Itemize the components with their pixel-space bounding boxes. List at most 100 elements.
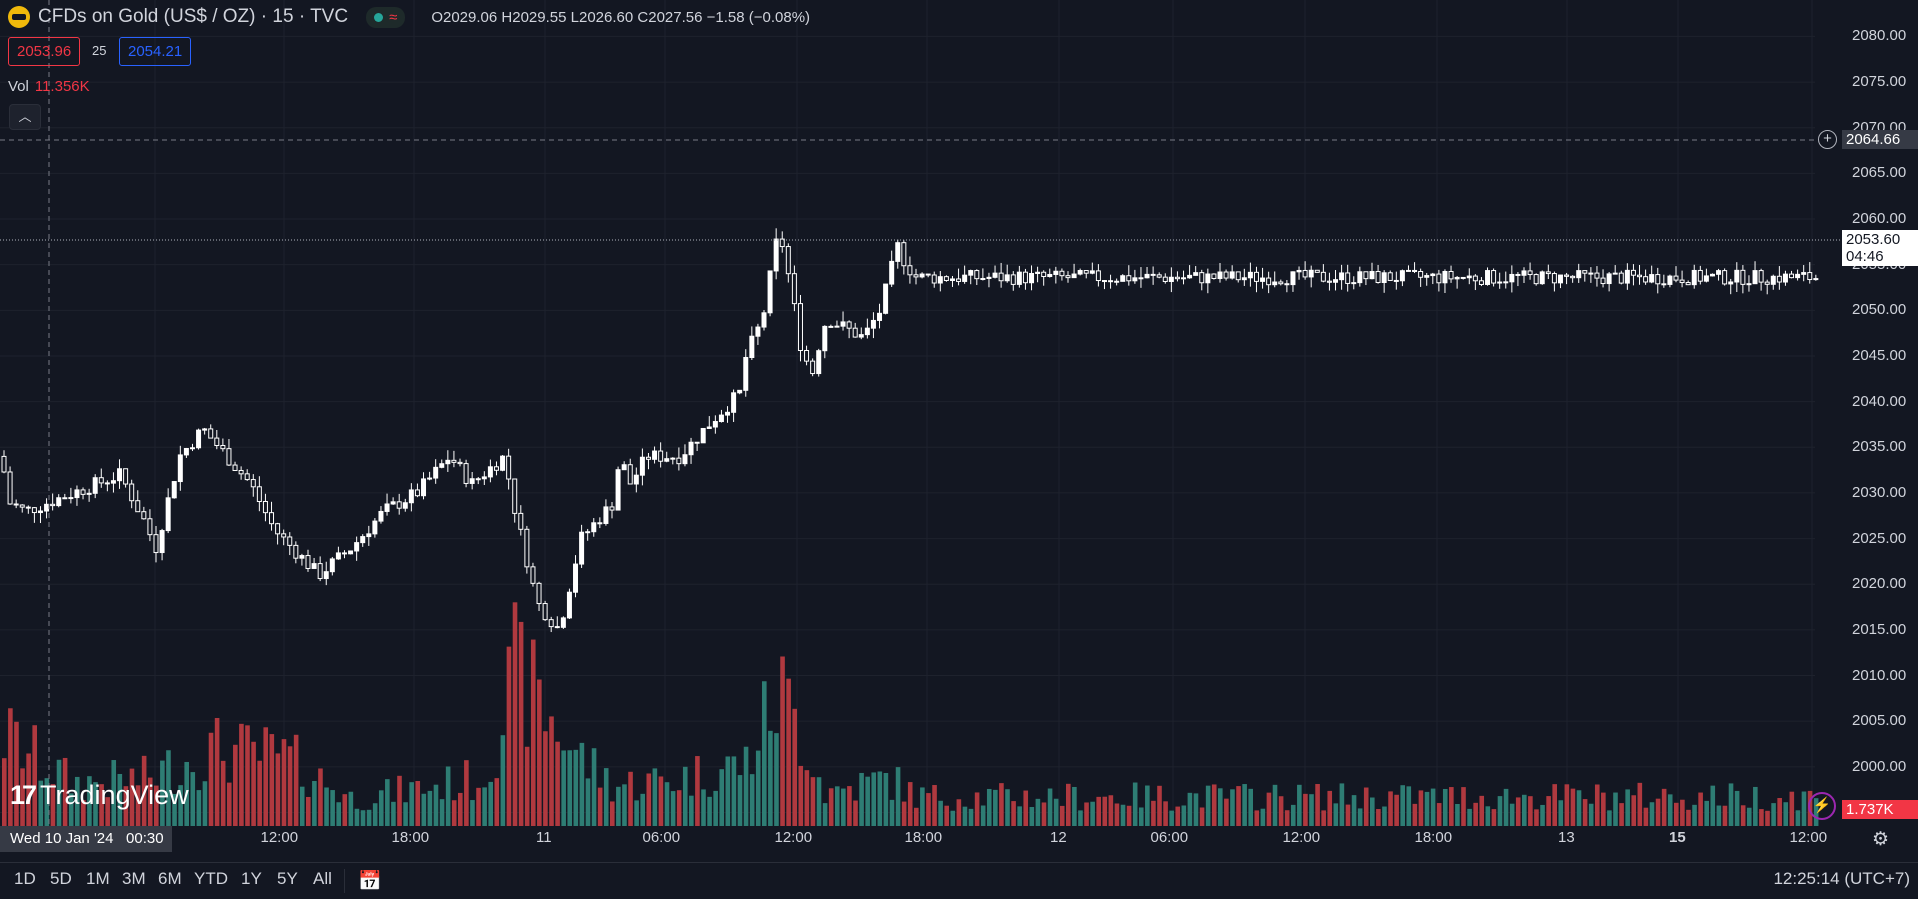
clock-timezone[interactable]: 12:25:14 (UTC+7) — [1773, 869, 1910, 888]
gear-icon[interactable]: ⚙ — [1872, 829, 1890, 850]
range-button-5y[interactable]: 5Y — [277, 869, 298, 888]
candle — [1405, 269, 1411, 272]
candle — [1703, 275, 1709, 282]
volume-bar — [129, 768, 135, 826]
market-status[interactable]: ≈ — [366, 6, 406, 28]
symbol-legend[interactable]: CFDs on Gold (US$ / OZ) · 15 · TVC ≈ O20… — [8, 6, 810, 28]
candle — [1722, 270, 1728, 285]
range-button-all[interactable]: All — [313, 869, 332, 888]
collapse-legend-button[interactable]: ︿ — [9, 104, 41, 130]
candle — [37, 510, 43, 514]
range-button-1y[interactable]: 1Y — [241, 869, 262, 888]
chart-area[interactable]: CFDs on Gold (US$ / OZ) · 15 · TVC ≈ O20… — [0, 0, 1918, 852]
volume-bar — [628, 771, 633, 826]
volume-bar — [1041, 802, 1047, 826]
volume-bar — [1801, 791, 1807, 826]
volume-bar — [482, 787, 487, 826]
volume-bar — [50, 784, 56, 826]
add-alert-plus-icon[interactable]: + — [1818, 130, 1837, 149]
chart-canvas[interactable] — [0, 0, 1918, 830]
candle — [1150, 273, 1156, 276]
volume-bar — [1272, 784, 1278, 826]
volume-bar — [1436, 803, 1442, 826]
volume-bar — [476, 787, 481, 826]
range-button-1m[interactable]: 1M — [86, 869, 110, 888]
sell-price-button[interactable]: 2053.96 — [8, 37, 81, 66]
volume-bar — [178, 785, 183, 826]
tradingview-mark-icon: 17 — [10, 780, 37, 810]
range-button-1d[interactable]: 1D — [14, 869, 36, 888]
candle — [816, 350, 822, 375]
volume-bar — [883, 772, 889, 826]
volume-bar — [208, 732, 214, 826]
volume-bar — [68, 793, 74, 826]
volume-bar — [172, 794, 177, 826]
volume-bar — [1096, 796, 1101, 826]
volume-bar — [81, 800, 86, 826]
date-range-calendar-icon[interactable]: 📅 — [358, 871, 382, 892]
volume-bar — [719, 769, 725, 826]
tradingview-logo[interactable]: 17 TradingView — [10, 780, 189, 810]
candle — [846, 321, 852, 329]
volume-bar — [32, 725, 37, 826]
volume-bar — [1546, 796, 1551, 826]
divider — [344, 869, 345, 893]
volume-bar — [950, 810, 956, 826]
candle — [1387, 272, 1393, 281]
time-axis-label: 06:00 — [642, 829, 681, 846]
buy-price-button[interactable]: 2054.21 — [119, 37, 192, 66]
volume-bar — [62, 757, 68, 826]
volume-bar — [567, 750, 573, 826]
symbol-name[interactable]: CFDs on Gold (US$ / OZ) · 15 · TVC — [38, 6, 349, 27]
volume-bar — [926, 793, 931, 826]
volume-legend[interactable]: Vol 11.356K — [8, 78, 90, 95]
volume-badge: 1.737K — [1842, 800, 1918, 819]
candle — [463, 463, 469, 484]
volume-bar — [1412, 803, 1418, 826]
volume-bar — [190, 772, 196, 826]
volume-bar — [445, 766, 451, 826]
range-button-6m[interactable]: 6M — [158, 869, 182, 888]
candle — [1229, 271, 1235, 279]
volume-bar — [1655, 798, 1661, 826]
volume-bar — [1388, 791, 1393, 826]
volume-bar — [287, 746, 293, 826]
volume-bar — [439, 799, 445, 826]
candle — [1795, 273, 1801, 279]
range-button-ytd[interactable]: YTD — [194, 869, 228, 888]
volume-bar — [743, 746, 749, 826]
volume-bar — [1686, 809, 1691, 826]
candle — [500, 455, 506, 471]
volume-bar — [1424, 791, 1430, 826]
volume-bar — [1199, 807, 1205, 826]
candle — [834, 325, 840, 328]
volume-bar — [184, 761, 189, 826]
candle — [177, 454, 183, 483]
range-button-3m[interactable]: 3M — [122, 869, 146, 888]
candle — [408, 489, 414, 504]
candle — [269, 512, 275, 525]
candle — [1594, 272, 1600, 279]
candle — [1022, 271, 1028, 284]
candle — [548, 619, 554, 628]
candle — [238, 469, 244, 475]
volume-bar — [330, 790, 335, 826]
volume-bar — [385, 779, 390, 826]
volume-bar — [56, 759, 62, 826]
volume-bar — [1169, 810, 1174, 826]
range-button-5d[interactable]: 5D — [50, 869, 72, 888]
volume-bar — [1637, 782, 1643, 826]
price-axis-label: 2030.00 — [1852, 483, 1907, 501]
candle — [1108, 280, 1114, 283]
volume-bar — [1011, 801, 1016, 826]
volume-bar — [1564, 784, 1570, 826]
lightning-icon[interactable]: ⚡ — [1808, 792, 1836, 820]
price-axis-label: 2040.00 — [1852, 392, 1907, 410]
candle — [1144, 273, 1150, 279]
volume-bar — [1795, 810, 1801, 826]
volume-bar — [500, 735, 506, 826]
candle — [1667, 275, 1673, 285]
volume-bar — [877, 771, 883, 826]
volume-bar — [1108, 795, 1114, 826]
candle — [1637, 274, 1643, 278]
